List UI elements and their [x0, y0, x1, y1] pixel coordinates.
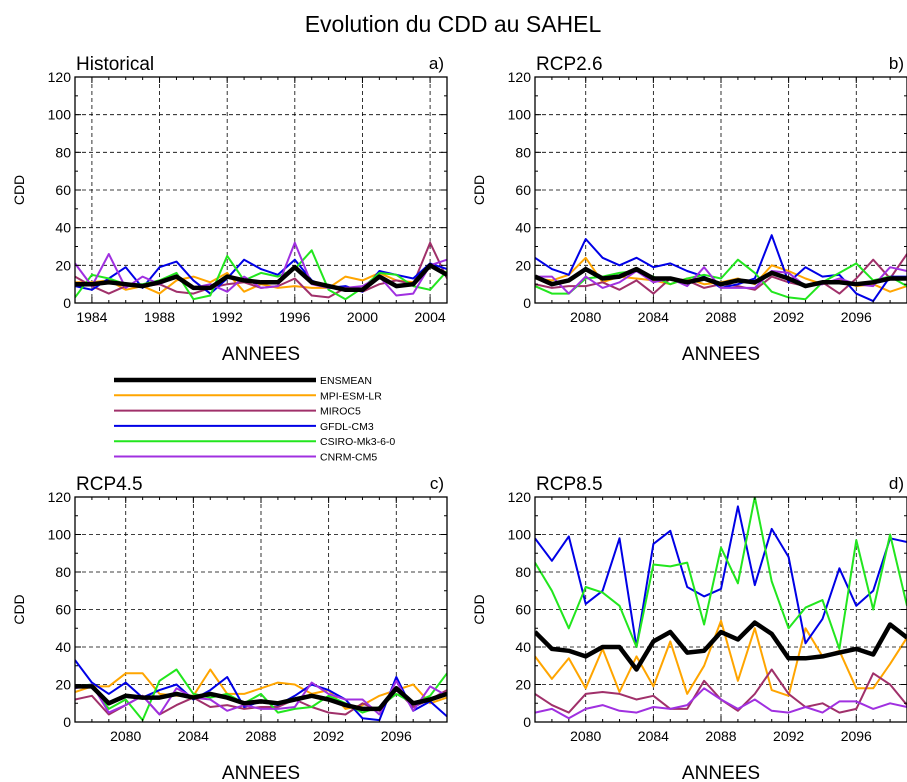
figure-title: Evolution du CDD au SAHEL — [305, 11, 602, 37]
y-tick-label: 0 — [523, 295, 531, 311]
legend-label-mpi-esm-lr: MPI-ESM-LR — [320, 390, 382, 402]
x-tick-label: 2080 — [570, 309, 601, 325]
x-tick-label: 2092 — [313, 728, 344, 744]
x-tick-label: 2004 — [415, 309, 446, 325]
panel-label: b) — [889, 54, 904, 73]
series-line-ensmean — [75, 684, 447, 712]
x-tick-label: 2084 — [638, 309, 669, 325]
y-tick-label: 40 — [515, 220, 531, 236]
x-tick-label: 1988 — [144, 309, 175, 325]
y-tick-label: 20 — [515, 257, 531, 273]
x-tick-label: 2080 — [110, 728, 141, 744]
x-tick-label: 2092 — [773, 728, 804, 744]
legend-label-csiro-mk3-6-0: CSIRO-Mk3-6-0 — [320, 436, 395, 448]
series-line-ensmean — [75, 263, 447, 293]
x-tick-label: 2088 — [705, 728, 736, 744]
panel-label: a) — [429, 54, 444, 73]
y-tick-label: 80 — [515, 564, 531, 580]
panel-rcp45: 0 20 40 60 80 100 120 2080 2084 2088 2092 2096 ANNEE… — [11, 474, 448, 782]
panel-title: RCP2.6 — [536, 54, 603, 75]
y-tick-label: 20 — [515, 677, 531, 693]
x-tick-label: 1996 — [279, 309, 310, 325]
legend: ENSMEAN MPI-ESM-LR MIROC5 GFDL-CM3 CSIRO-Mk3… — [114, 375, 395, 464]
series-line-gfdl-cm3 — [535, 505, 907, 648]
y-tick-label: 120 — [508, 489, 532, 505]
y-tick-label: 20 — [55, 257, 71, 273]
x-axis-label: ANNEES — [682, 763, 760, 782]
y-axis-label: CDD — [11, 594, 27, 624]
y-tick-label: 60 — [515, 602, 531, 618]
panel-rcp26: 0 20 40 60 80 100 120 2080 2084 2088 2092 2096 ANNEE… — [471, 54, 907, 365]
y-tick-label: 40 — [515, 639, 531, 655]
panel-title: RCP4.5 — [76, 474, 143, 495]
series-line-cnrm-cm5 — [535, 687, 907, 720]
panel-title: RCP8.5 — [536, 474, 603, 495]
x-tick-label: 1992 — [212, 309, 243, 325]
y-tick-label: 80 — [55, 144, 71, 160]
y-tick-label: 120 — [508, 69, 532, 85]
x-tick-label: 1984 — [76, 309, 107, 325]
panel-historical: 0 20 40 60 80 100 120 1984 1988 1992 1996 2000 2004 A… — [11, 54, 448, 365]
panel-title: Historical — [76, 54, 154, 75]
x-tick-label: 2092 — [773, 309, 804, 325]
x-axis-label: ANNEES — [222, 344, 300, 365]
x-tick-label: 2088 — [245, 728, 276, 744]
y-axis-label: CDD — [471, 594, 487, 624]
y-tick-label: 120 — [48, 69, 72, 85]
y-axis-label: CDD — [471, 175, 487, 205]
x-tick-label: 2096 — [381, 728, 412, 744]
y-tick-label: 60 — [55, 182, 71, 198]
y-tick-label: 80 — [55, 564, 71, 580]
x-tick-label: 2096 — [841, 728, 872, 744]
panel-label: d) — [889, 474, 904, 493]
legend-label-cnrm-cm5: CNRM-CM5 — [320, 452, 377, 464]
y-tick-label: 100 — [508, 527, 532, 543]
y-tick-label: 80 — [515, 144, 531, 160]
x-tick-label: 2088 — [705, 309, 736, 325]
y-tick-label: 40 — [55, 220, 71, 236]
series-line-ensmean — [535, 266, 907, 289]
y-tick-label: 100 — [48, 527, 72, 543]
y-tick-label: 40 — [55, 639, 71, 655]
legend-label-ensmean: ENSMEAN — [320, 375, 372, 387]
x-tick-label: 2084 — [638, 728, 669, 744]
series-line-ensmean — [535, 620, 907, 672]
y-tick-label: 60 — [515, 182, 531, 198]
y-tick-label: 100 — [508, 107, 532, 123]
x-tick-label: 2084 — [178, 728, 209, 744]
x-tick-label: 2000 — [347, 309, 378, 325]
x-tick-label: 2080 — [570, 728, 601, 744]
series-line-mpi-esm-lr — [535, 619, 907, 697]
y-tick-label: 100 — [48, 107, 72, 123]
y-axis-label: CDD — [11, 175, 27, 205]
legend-label-miroc5: MIROC5 — [320, 406, 361, 418]
x-axis-label: ANNEES — [682, 344, 760, 365]
x-tick-label: 2096 — [841, 309, 872, 325]
y-tick-label: 0 — [523, 714, 531, 730]
y-tick-label: 20 — [55, 677, 71, 693]
series-line-cnrm-cm5 — [75, 241, 447, 297]
y-tick-label: 0 — [63, 295, 71, 311]
y-tick-label: 120 — [48, 489, 72, 505]
series-line-csiro-mk3-6-0 — [535, 497, 907, 650]
series-line-mpi-esm-lr — [75, 668, 447, 710]
series-line-cnrm-cm5 — [535, 266, 907, 295]
panel-rcp85: 0 20 40 60 80 100 120 2080 2084 2088 2092 2096 ANNEE… — [471, 474, 907, 782]
y-tick-label: 0 — [63, 714, 71, 730]
legend-label-gfdl-cm3: GFDL-CM3 — [320, 421, 374, 433]
y-tick-label: 60 — [55, 602, 71, 618]
panel-label: c) — [430, 474, 444, 493]
x-axis-label: ANNEES — [222, 763, 300, 782]
